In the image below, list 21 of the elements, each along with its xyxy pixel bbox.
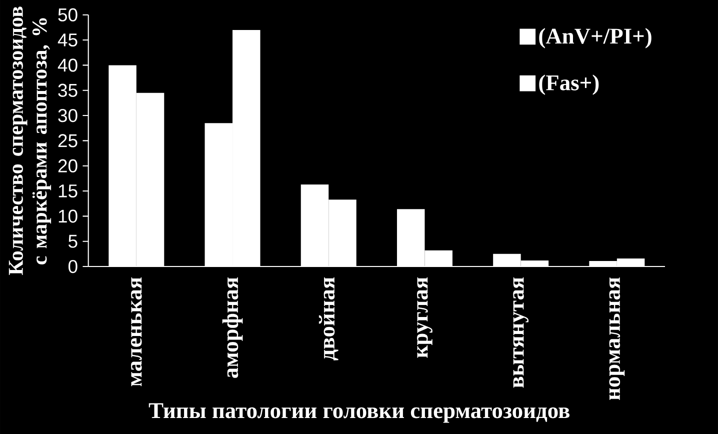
x-tick-label: аморфная [222, 277, 243, 378]
x-tick-label: вытянутая [513, 277, 529, 388]
y-tick-label: 10 [58, 210, 78, 223]
y-tick-label: 40 [58, 58, 78, 72]
y-tick-label: 35 [58, 84, 78, 97]
x-tick-label: маленькая [131, 277, 142, 386]
legend-label: (AnV+/PI+) [539, 28, 652, 48]
x-axis-title: Типы патологии головки сперматозоидов [148, 403, 570, 423]
y-tick-label: 15 [58, 184, 78, 198]
x-tick-label: нормальная [609, 277, 625, 400]
x-tick-label: двойная [318, 277, 338, 360]
y-tick-label: 0 [68, 260, 78, 274]
y-tick-label: 30 [58, 108, 78, 122]
y-axis-title: Количество сперматозоидов с маркёрами апоптоза, % [8, 6, 52, 276]
legend-label: (Fas+) [539, 74, 599, 95]
x-tick-label: круглая [417, 277, 432, 358]
y-tick-label: 20 [58, 159, 78, 172]
y-tick-label: 25 [58, 134, 78, 148]
y-tick-label: 5 [68, 234, 78, 248]
y-tick-label: 45 [58, 34, 78, 46]
y-tick-label: 50 [58, 8, 78, 22]
